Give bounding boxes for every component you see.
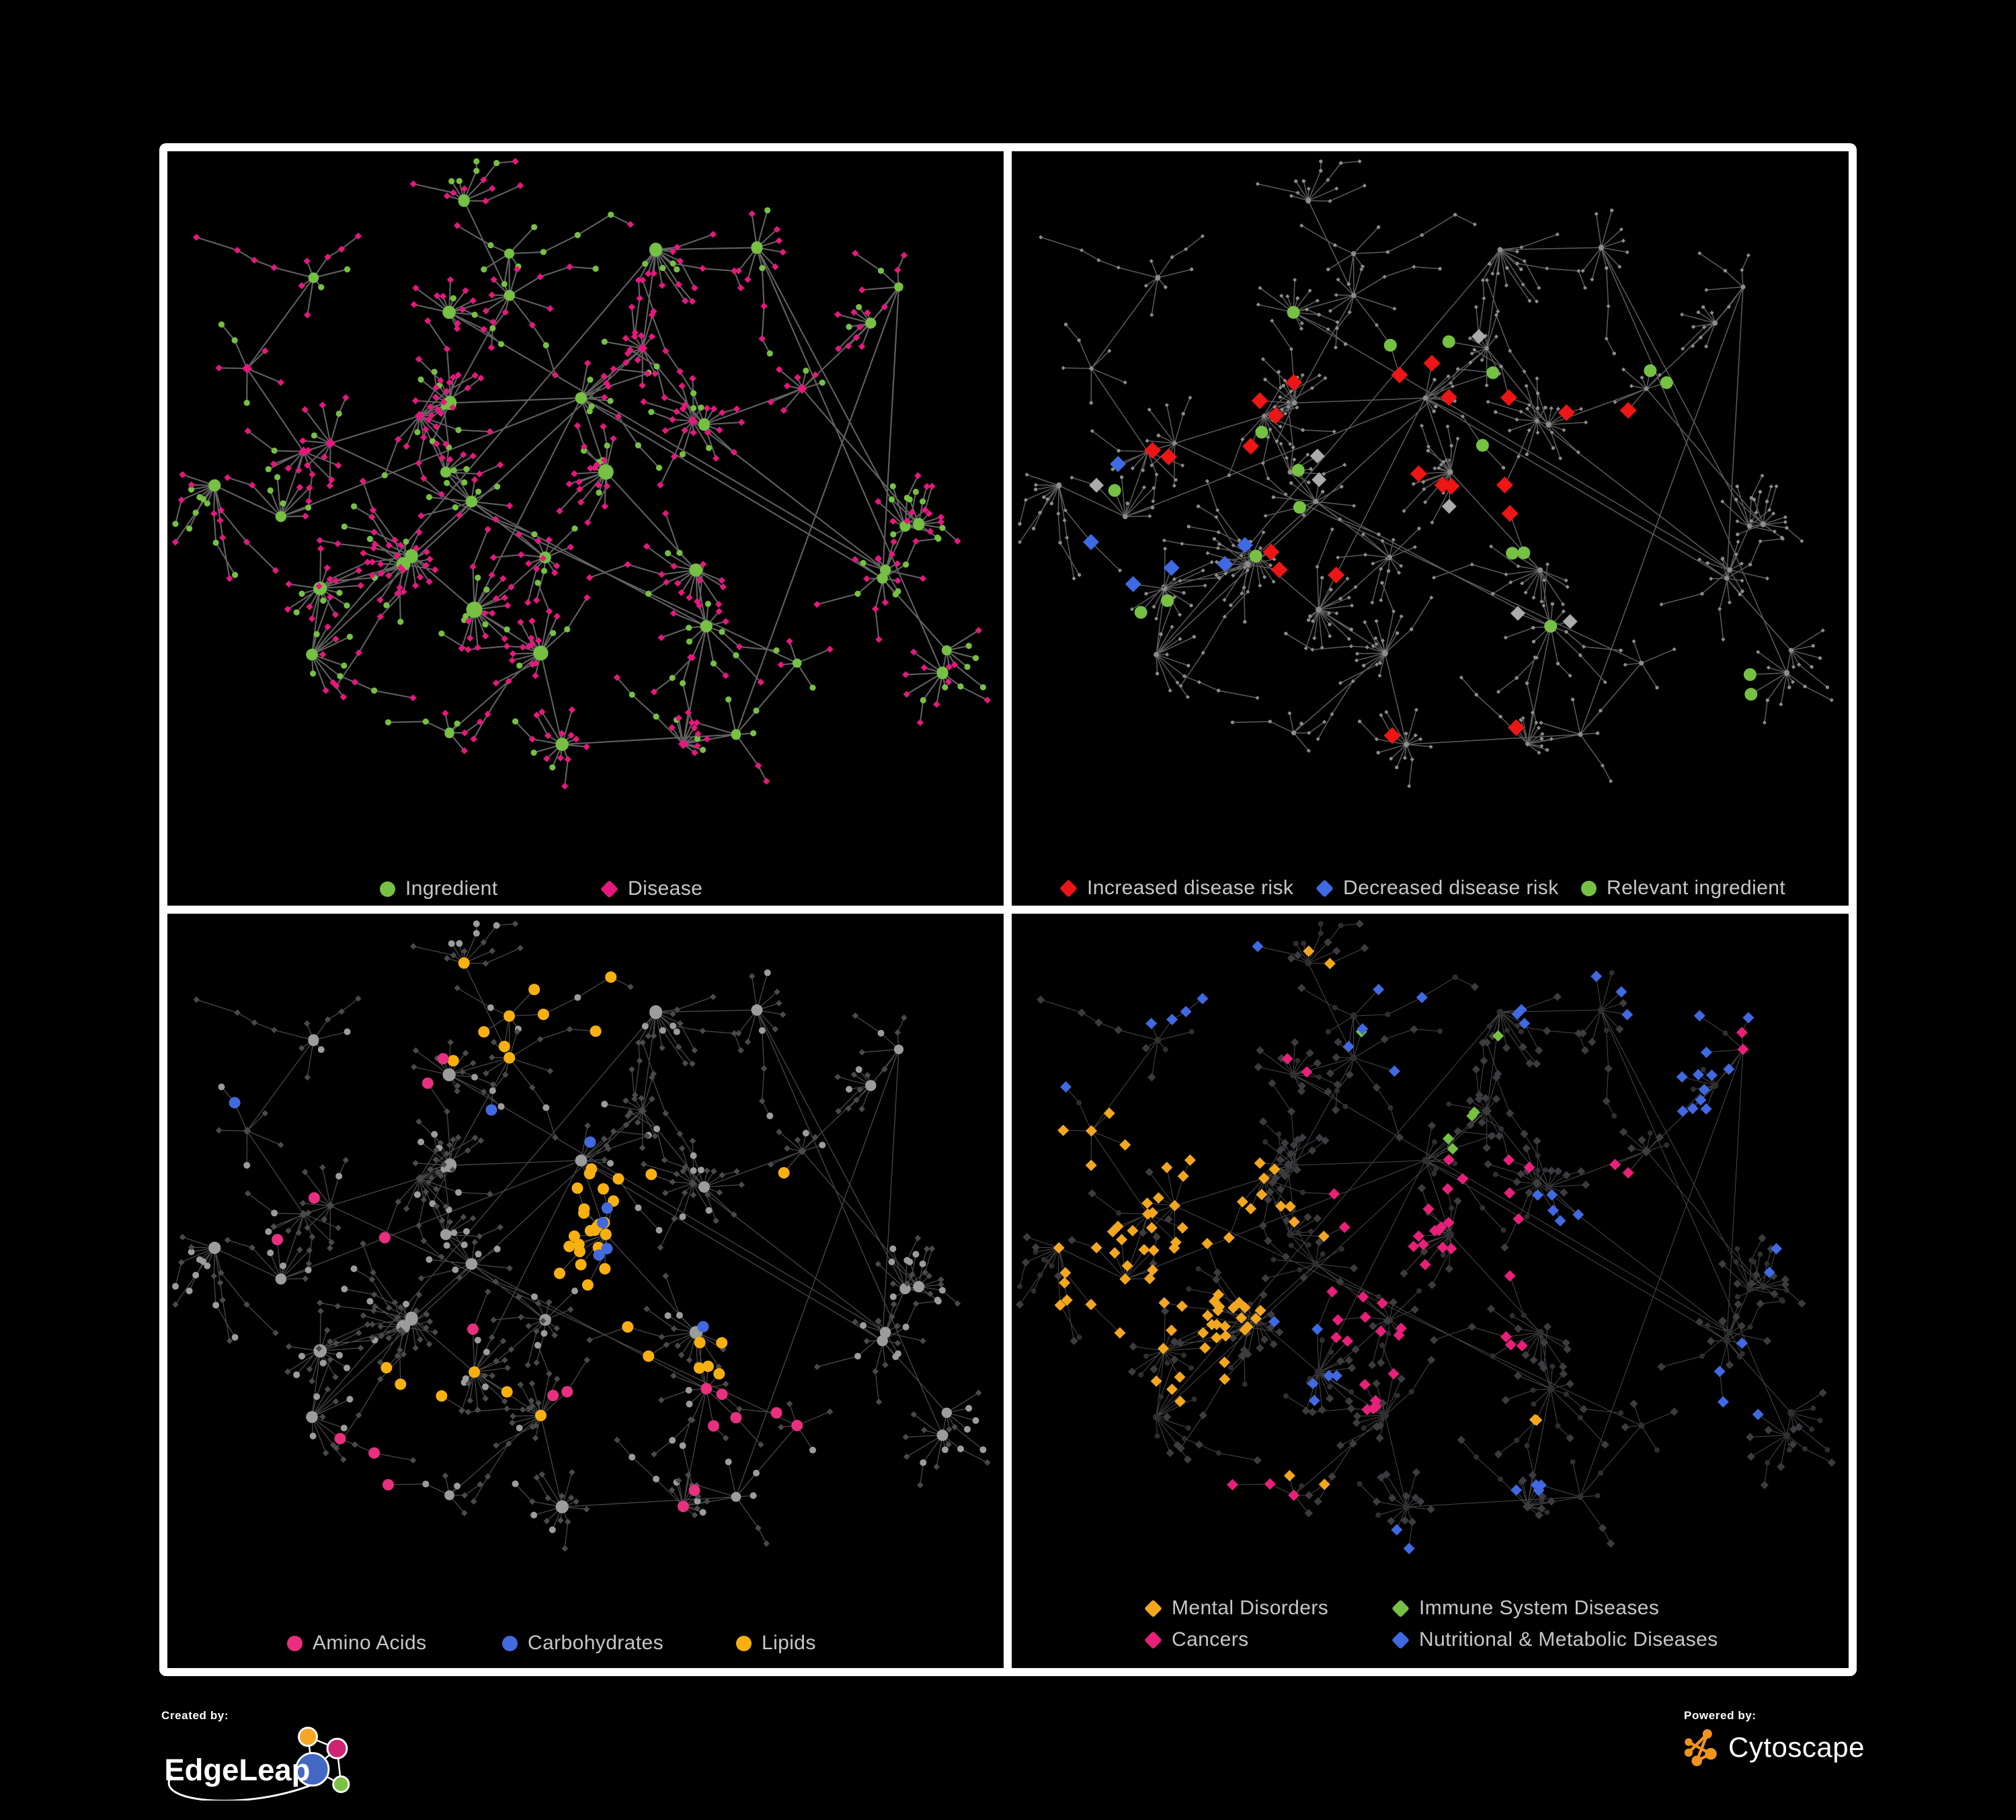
legend-swatch-diamond (1144, 1630, 1162, 1649)
legend-label: Relevant ingredient (1607, 877, 1786, 899)
legend-label: Cancers (1172, 1628, 1249, 1651)
legend-label: Decreased disease risk (1343, 877, 1559, 899)
legend-item: Cancers (1144, 1627, 1249, 1653)
legend-label: Ingredient (405, 877, 498, 900)
created-by-label: Created by: (161, 1709, 229, 1722)
edgeleap-logo: EdgeLeap (164, 1727, 350, 1801)
panel-disease-categories: Mental Disorders Immune System Diseases Ca… (1012, 914, 1849, 1668)
legend-swatch-diamond (600, 879, 618, 898)
network-graph-disease-categories (1015, 919, 1836, 1554)
legend-label: Amino Acids (313, 1632, 427, 1654)
powered-by-label: Powered by: (1684, 1709, 1757, 1722)
highlight-nodes-mental-disorders (1053, 945, 1543, 1491)
panel-disease-risk: Increased disease risk Decreased disease … (1012, 151, 1849, 906)
legend-swatch-diamond (1392, 1599, 1410, 1618)
legend-item: Increased disease risk (1059, 875, 1294, 901)
highlight-nodes-decreased-disease-risk (1083, 456, 1253, 592)
edgeleap-node-pink (326, 1737, 348, 1759)
legend-item: Disease (600, 876, 703, 902)
grid-divider-horizontal (167, 906, 1849, 914)
legend-item: Mental Disorders (1144, 1595, 1329, 1621)
legend-swatch-diamond (1316, 879, 1334, 898)
legend-item: Carbohydrates (502, 1630, 663, 1656)
edgeleap-swoosh (167, 1775, 316, 1801)
edgeleap-node-green (332, 1775, 350, 1793)
network-edges (175, 923, 988, 1549)
panel-grid-frame: Ingredient Disease Increased disease risk… (159, 143, 1857, 1676)
network-nodes (172, 920, 987, 1534)
legend-item: Amino Acids (287, 1630, 426, 1656)
legend-item: Decreased disease risk (1316, 875, 1559, 901)
created-by-block: Created by: EdgeLeap (161, 1709, 376, 1801)
legend-item: Ingredient (380, 876, 497, 902)
legend-label: Immune System Diseases (1419, 1597, 1660, 1619)
edgeleap-node-blue (295, 1751, 330, 1787)
powered-by-block: Powered by: Cytoscape (1684, 1709, 1865, 1767)
legend-label: Lipids (762, 1632, 816, 1654)
legend-swatch-circle (736, 1635, 752, 1651)
legend-label: Mental Disorders (1172, 1597, 1329, 1619)
legend-swatch-circle (287, 1635, 303, 1651)
legend-item: Immune System Diseases (1392, 1595, 1659, 1621)
network-edges (1019, 161, 1832, 787)
legend-swatch-circle (1581, 880, 1597, 896)
network-graph-disease-risk (1017, 159, 1834, 789)
network-nodes (1017, 921, 1830, 1518)
panel-nutrient-classes: Amino Acids Carbohydrates Lipids (167, 914, 1004, 1668)
panel-ingredient-disease: Ingredient Disease (167, 151, 1004, 906)
network-graph-nutrient-classes (172, 920, 991, 1552)
network-graph-ingredient-disease (171, 157, 991, 790)
network-edges (1019, 923, 1832, 1549)
cytoscape-glyph-nodes (1684, 1729, 1717, 1766)
cytoscape-logo-icon (1684, 1729, 1717, 1766)
legend-swatch-diamond (1392, 1630, 1410, 1649)
legend-swatch-diamond (1144, 1599, 1162, 1618)
legend-label: Increased disease risk (1087, 877, 1294, 899)
legend-label: Carbohydrates (528, 1632, 663, 1654)
legend-item: Lipids (736, 1630, 816, 1656)
legend-label: Disease (628, 877, 703, 900)
network-nodes (172, 158, 986, 771)
highlight-nodes-lipids (380, 957, 790, 1421)
legend-swatch-circle (502, 1635, 518, 1651)
legend-swatch-circle (380, 881, 395, 897)
legend-label: Nutritional & Metabolic Diseases (1419, 1628, 1718, 1651)
legend-swatch-diamond (1059, 879, 1078, 898)
legend-item: Nutritional & Metabolic Diseases (1392, 1627, 1718, 1653)
legend-item: Relevant ingredient (1581, 875, 1785, 901)
edgeleap-brand-name: EdgeLeap (164, 1753, 310, 1787)
edgeleap-node-orange (298, 1727, 318, 1747)
cytoscape-brand-name: Cytoscape (1728, 1731, 1865, 1763)
network-edges (174, 160, 988, 787)
network-nodes (1015, 919, 1836, 1548)
